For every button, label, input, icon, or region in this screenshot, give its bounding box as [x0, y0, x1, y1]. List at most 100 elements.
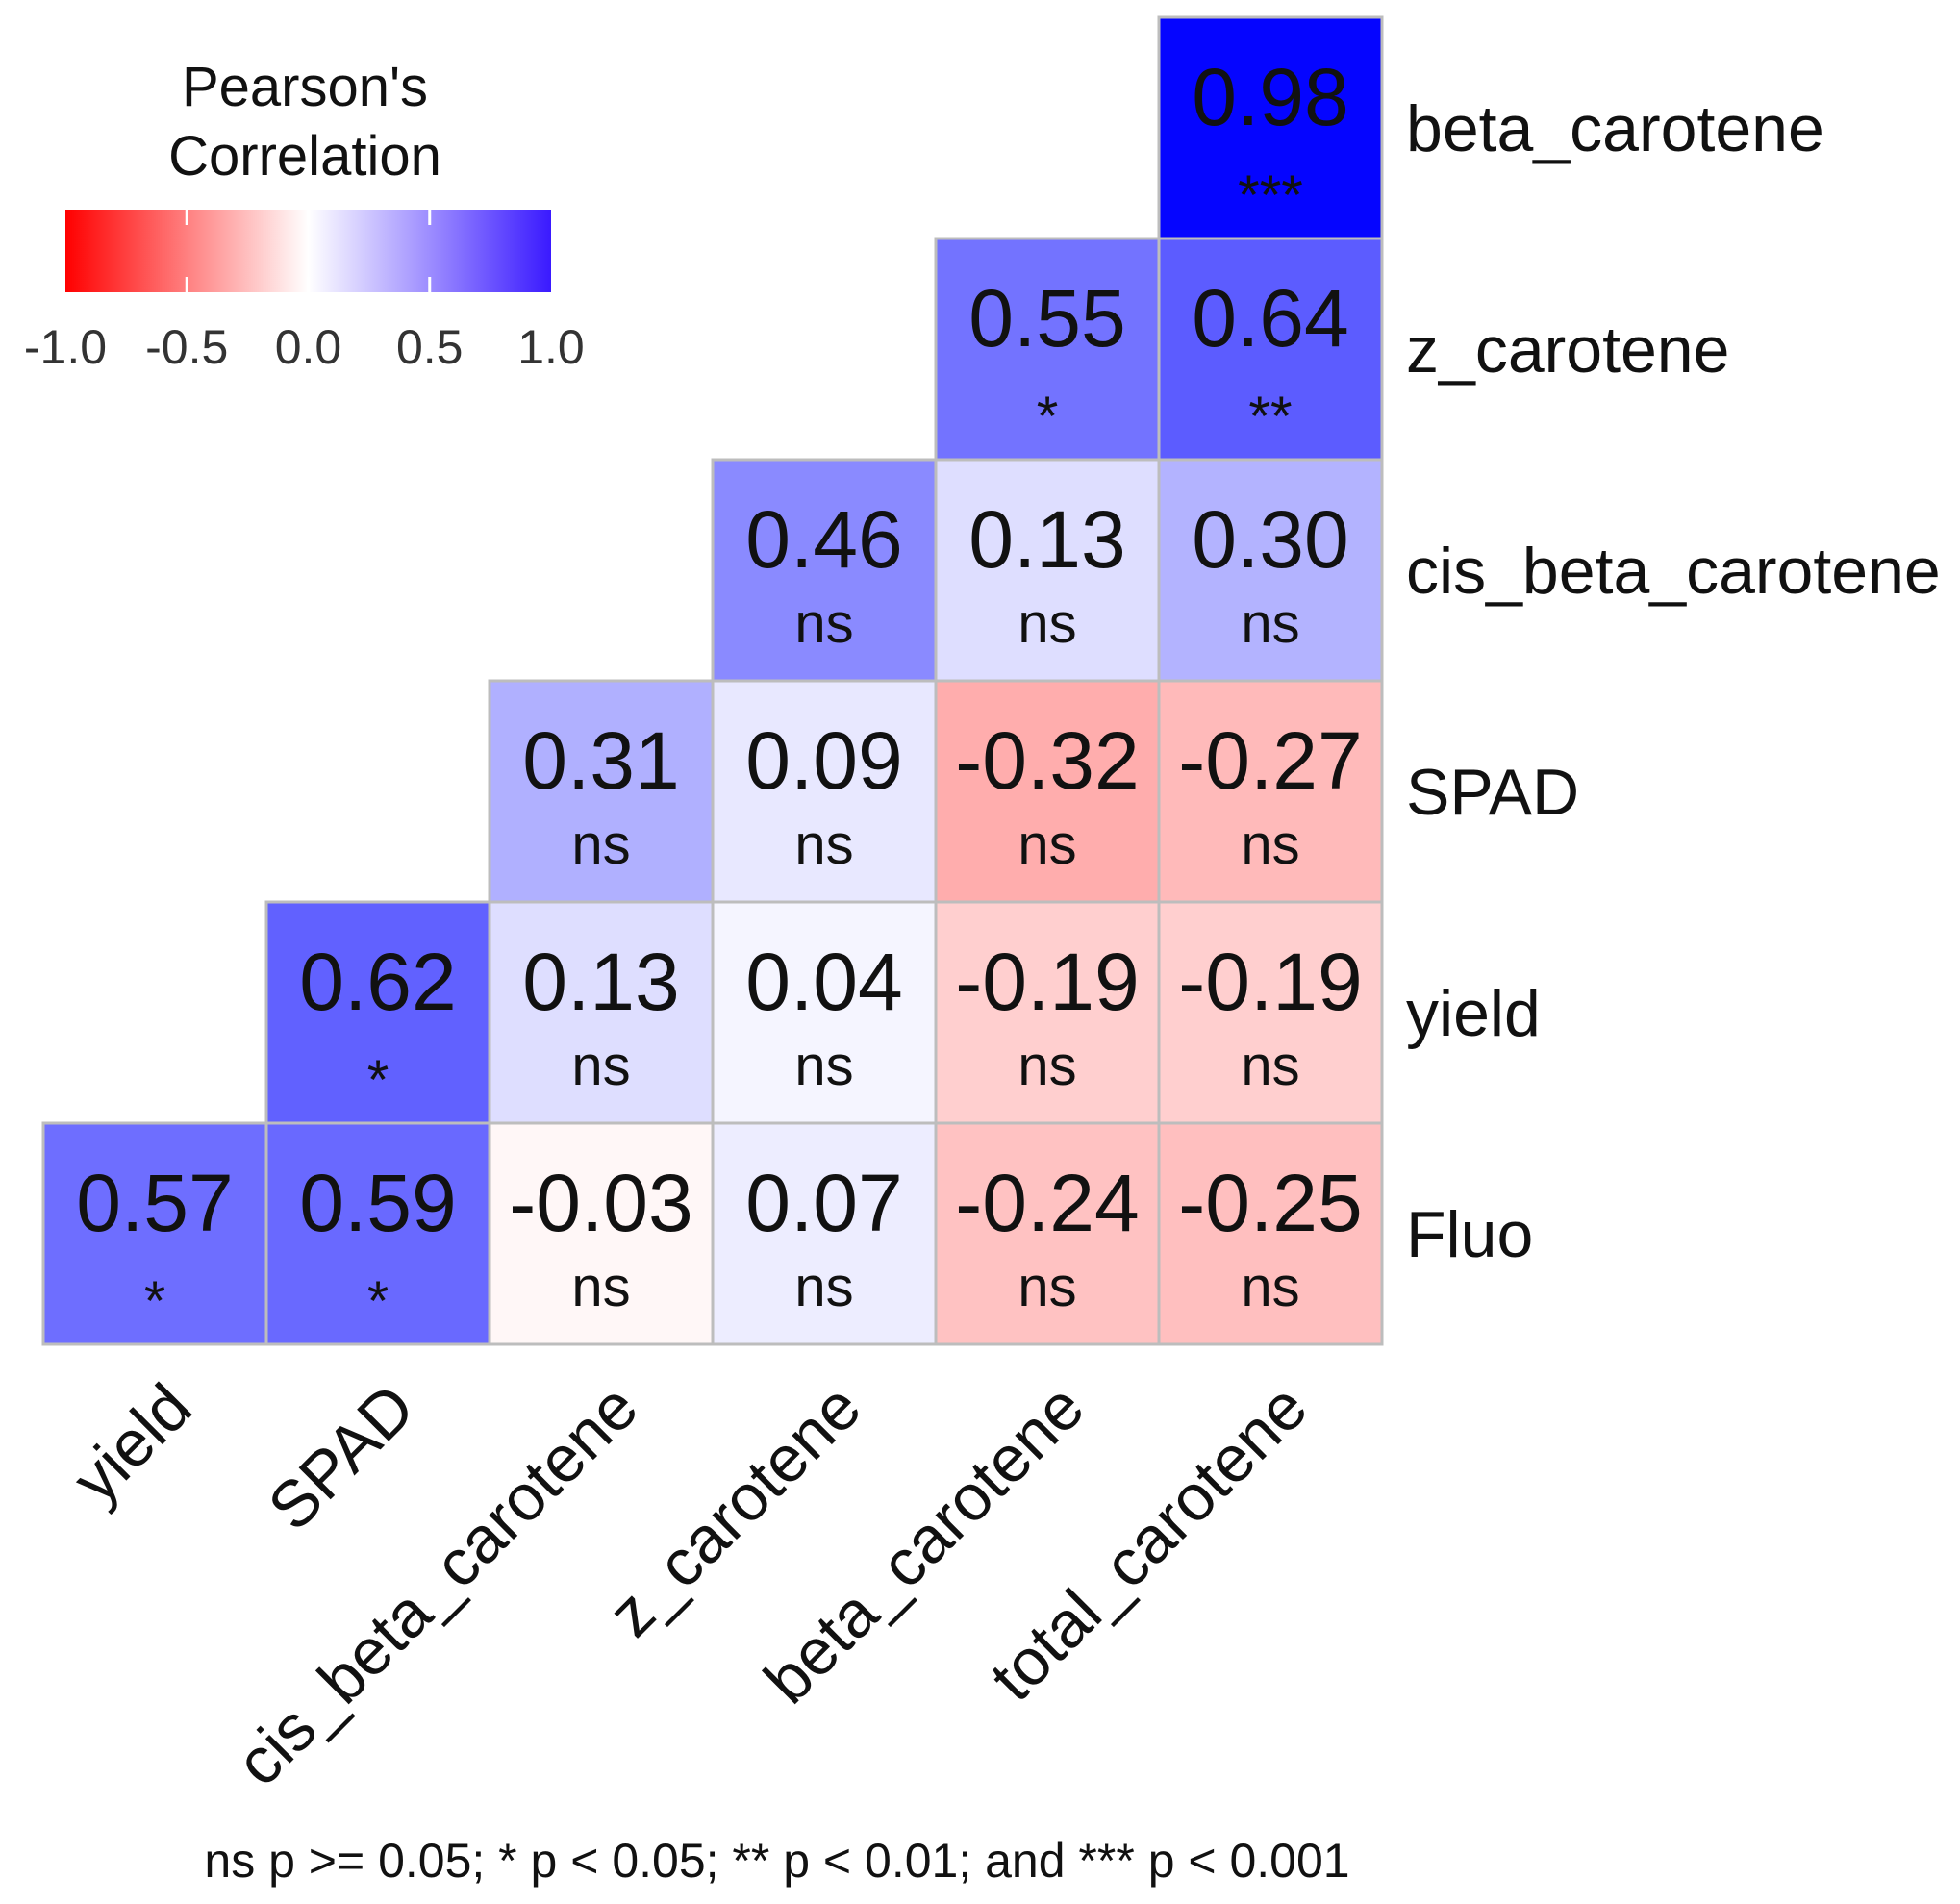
cell-value-label: 0.30 [1192, 494, 1349, 585]
cell-value-label: 0.57 [76, 1158, 234, 1248]
legend-tick-label: 0.0 [275, 320, 342, 374]
legend-tick-label: 1.0 [517, 320, 585, 374]
heatmap-cell: 0.55 * [934, 237, 1161, 462]
cell-significance-label: * [144, 1270, 166, 1333]
heatmap-cell: 0.30 ns [1157, 458, 1384, 683]
cell-significance-label: ns [571, 1035, 630, 1097]
heatmap-cell-fill [711, 458, 938, 683]
row-label: cis_beta_carotene [1406, 535, 1941, 608]
significance-footnote: ns p >= 0.05; * p < 0.05; ** p < 0.01; a… [204, 1834, 1349, 1888]
heatmap-cell: 0.59 * [264, 1121, 491, 1346]
row-label: Fluo [1406, 1198, 1533, 1271]
heatmap-cell-fill [711, 900, 938, 1125]
legend-tick-label: -1.0 [24, 320, 107, 374]
heatmap-cell: 0.13 ns [934, 458, 1161, 683]
heatmap-cell: 0.09 ns [711, 679, 938, 904]
cell-significance-label: ns [571, 1256, 630, 1318]
heatmap-cell-fill [711, 1121, 938, 1346]
cell-value-label: -0.32 [955, 715, 1139, 806]
cell-value-label: 0.09 [745, 715, 903, 806]
cell-value-label: -0.03 [509, 1158, 692, 1248]
heatmap-cell: 0.64 ** [1157, 237, 1384, 462]
cell-value-label: 0.46 [745, 494, 903, 585]
heatmap-cell: 0.31 ns [488, 679, 715, 904]
legend-ticks: -1.0 -0.5 0.0 0.5 1.0 [24, 210, 585, 374]
heatmap-cell-fill [1157, 679, 1384, 904]
heatmap-cell-fill [41, 1121, 268, 1346]
legend-tick-label: -0.5 [145, 320, 228, 374]
cell-value-label: 0.62 [299, 937, 457, 1027]
column-label: SPAD [254, 1370, 428, 1544]
heatmap-cell-fill [1157, 1121, 1384, 1346]
cell-value-label: -0.24 [955, 1158, 1139, 1248]
heatmap-cell: 0.04 ns [711, 900, 938, 1125]
cell-significance-label: ns [1241, 1256, 1299, 1318]
heatmap-cell-fill [264, 1121, 491, 1346]
cell-significance-label: * [367, 1270, 389, 1333]
cell-value-label: 0.07 [745, 1158, 903, 1248]
cell-value-label: 0.98 [1192, 52, 1349, 142]
column-labels: yield SPADcis_beta_carotenez_carotenebeta… [59, 1370, 1321, 1800]
heatmap-cell: -0.24 ns [934, 1121, 1161, 1346]
heatmap-cell: -0.27 ns [1157, 679, 1384, 904]
cell-value-label: 0.64 [1192, 273, 1349, 363]
cell-significance-label: ns [1018, 814, 1076, 876]
cell-value-label: -0.19 [1178, 937, 1362, 1027]
cell-value-label: -0.27 [1178, 715, 1362, 806]
cell-significance-label: * [1037, 386, 1059, 448]
cell-significance-label: ns [1241, 814, 1299, 876]
heatmap-cell-fill [488, 679, 715, 904]
cell-significance-label: ns [794, 814, 853, 876]
cell-significance-label: ns [1241, 592, 1299, 655]
cell-significance-label: ns [794, 1035, 853, 1097]
heatmap-cell: 0.07 ns [711, 1121, 938, 1346]
cell-value-label: 0.13 [522, 937, 680, 1027]
cell-significance-label: ** [1248, 386, 1292, 448]
cell-significance-label: ns [1018, 1256, 1076, 1318]
heatmap-cell: -0.19 ns [1157, 900, 1384, 1125]
heatmap-cell: -0.19 ns [934, 900, 1161, 1125]
cell-value-label: 0.31 [522, 715, 680, 806]
cell-significance-label: ns [1018, 1035, 1076, 1097]
row-label: beta_carotene [1406, 92, 1824, 165]
column-label: cis_beta_carotene [222, 1370, 652, 1800]
cell-significance-label: *** [1238, 164, 1303, 227]
cell-significance-label: ns [794, 1256, 853, 1318]
cell-significance-label: ns [1241, 1035, 1299, 1097]
cell-value-label: -0.25 [1178, 1158, 1362, 1248]
heatmap-cell-fill [1157, 237, 1384, 462]
heatmap-cell-fill [1157, 458, 1384, 683]
heatmap-cell: -0.25 ns [1157, 1121, 1384, 1346]
cell-significance-label: ns [1018, 592, 1076, 655]
column-label: yield [59, 1370, 206, 1517]
heatmap-cell-fill [1157, 15, 1384, 240]
legend-title-line-2: Correlation [168, 125, 441, 188]
legend-title-line-1: Pearson's [182, 56, 428, 118]
cell-value-label: 0.13 [968, 494, 1126, 585]
row-labels: beta_carotene z_carotene cis_beta_carotene… [1406, 92, 1941, 1271]
heatmap-cell-fill [1157, 900, 1384, 1125]
heatmap-cell: 0.98 *** [1157, 15, 1384, 240]
cell-value-label: 0.59 [299, 1158, 457, 1248]
heatmap-cell-fill [934, 900, 1161, 1125]
row-label: yield [1406, 977, 1541, 1050]
heatmap-cell: -0.32 ns [934, 679, 1161, 904]
heatmap-cell: -0.03 ns [488, 1121, 715, 1346]
legend: Pearson's Correlation -1.0 -0.5 0.0 0.5 1.0 [24, 56, 585, 374]
heatmap-cell: 0.57 * [41, 1121, 268, 1346]
row-label: z_carotene [1406, 313, 1729, 387]
cell-significance-label: ns [794, 592, 853, 655]
heatmap-cell: 0.46 ns [711, 458, 938, 683]
heatmap-cells: 0.98***0.55*0.64**0.46ns0.13ns0.30ns0.31… [41, 15, 1384, 1346]
cell-significance-label: ns [571, 814, 630, 876]
heatmap-cell: 0.62 * [264, 900, 491, 1125]
heatmap-cell-fill [488, 1121, 715, 1346]
cell-value-label: -0.19 [955, 937, 1139, 1027]
cell-significance-label: * [367, 1049, 389, 1112]
row-label: SPAD [1406, 756, 1579, 829]
heatmap-cell-fill [264, 900, 491, 1125]
heatmap-cell: 0.13 ns [488, 900, 715, 1125]
cell-value-label: 0.55 [968, 273, 1126, 363]
cell-value-label: 0.04 [745, 937, 903, 1027]
